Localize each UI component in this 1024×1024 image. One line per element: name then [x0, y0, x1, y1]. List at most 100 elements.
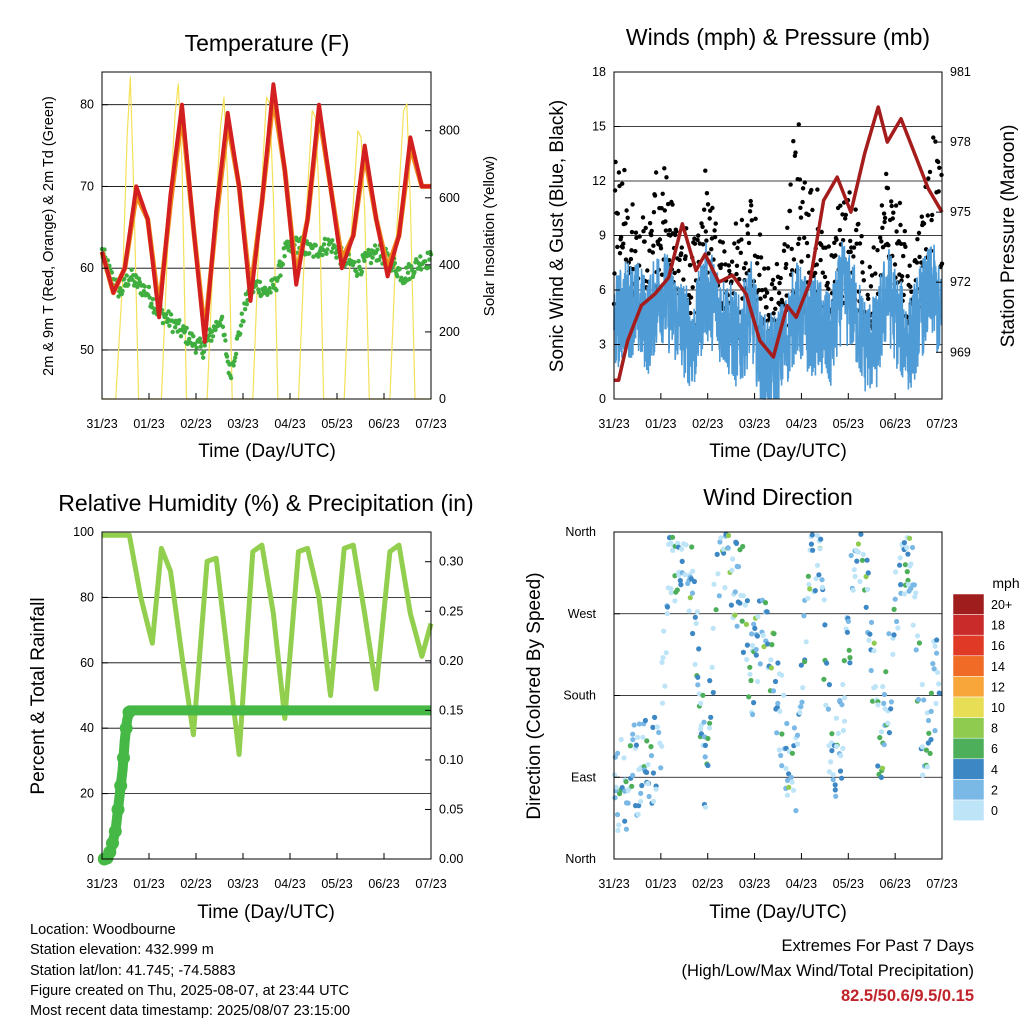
winds-left-axis: 0 3 6 9 12 15 18: [592, 65, 620, 406]
gust-point: [933, 139, 938, 144]
direction-point: [668, 586, 674, 592]
dewpoint-point: [193, 350, 198, 355]
gust-point: [758, 296, 763, 301]
gust-point: [664, 175, 669, 180]
pressure-right-axis: 969 972 975 978 981: [936, 65, 971, 359]
x-tick-label: 06/23: [880, 417, 911, 431]
direction-point: [814, 533, 821, 539]
dewpoint-point: [191, 334, 196, 339]
direction-point: [629, 783, 635, 789]
gust-point: [820, 270, 825, 275]
direction-point: [857, 578, 863, 585]
direction-point: [772, 678, 779, 685]
direction-point: [744, 598, 751, 604]
gust-point: [735, 245, 740, 251]
direction-point: [708, 714, 714, 720]
gust-point: [908, 284, 913, 289]
gust-point: [813, 270, 818, 276]
y-tick-label: 70: [80, 179, 94, 193]
direction-point: [722, 585, 728, 591]
dewpoint-point: [192, 342, 198, 347]
direction-point: [668, 590, 674, 596]
gust-point: [702, 207, 707, 212]
panel-humidity-precip: Relative Humidity (%) & Precipitation (i…: [28, 490, 474, 923]
direction-point: [706, 725, 713, 731]
direction-point: [710, 689, 716, 696]
direction-point: [721, 550, 727, 556]
y2-tick-label: 0.00: [439, 852, 463, 866]
x-tick-label: 02/23: [692, 417, 723, 431]
direction-point: [868, 619, 875, 626]
direction-point: [871, 648, 877, 654]
y2-tick-label: 600: [439, 191, 460, 205]
winds-x-axis: 31/23 01/23 02/23 03/23 04/23 05/23 06/23 07/23: [598, 393, 958, 431]
direction-point: [659, 700, 666, 706]
gust-point: [899, 278, 904, 283]
gust-point: [890, 216, 895, 221]
dewpoint-point: [209, 338, 214, 343]
gust-point: [869, 273, 875, 278]
direction-point: [870, 698, 876, 704]
gust-point: [662, 166, 667, 171]
direction-point: [749, 631, 755, 637]
dewpoint-point: [120, 288, 125, 294]
gust-point: [796, 122, 801, 127]
direction-point: [753, 652, 759, 658]
humidity-plot-frame: [101, 531, 432, 860]
gust-point: [916, 230, 922, 236]
direction-point: [816, 572, 822, 578]
direction-point: [668, 540, 674, 546]
colorbar-swatch: [952, 655, 985, 677]
direction-point: [648, 753, 655, 759]
direction-point: [651, 798, 657, 804]
dewpoint-point: [187, 336, 192, 342]
gust-point: [719, 262, 724, 267]
gust-point: [776, 290, 782, 296]
dewpoint-point: [198, 344, 203, 349]
direction-point: [805, 595, 811, 601]
temperature-left-axis: 50 60 70 80: [80, 98, 108, 357]
direction-point: [650, 770, 657, 776]
dewpoint-point: [268, 290, 273, 295]
gust-point: [688, 310, 693, 316]
direction-point: [746, 694, 752, 700]
direction-point: [921, 697, 927, 703]
direction-point: [661, 628, 667, 634]
gust-point: [762, 294, 768, 299]
gust-point: [663, 228, 669, 233]
direction-point: [913, 590, 919, 596]
direction-point: [833, 715, 840, 721]
x-tick-label: 07/23: [926, 877, 957, 891]
gust-point: [804, 240, 810, 246]
gust-point: [625, 215, 630, 220]
direction-point: [925, 717, 932, 724]
direction-point: [751, 621, 757, 627]
temperature-xlabel: Time (Day/UTC): [198, 441, 336, 462]
direction-point: [894, 618, 900, 625]
direction-point: [750, 711, 756, 718]
gust-point: [745, 231, 751, 236]
direction-point: [860, 551, 866, 558]
y-tick-label: 60: [80, 656, 94, 670]
direction-point: [747, 664, 753, 670]
x-tick-label: 03/23: [227, 877, 258, 891]
direction-point: [692, 614, 698, 620]
dewpoint-point: [140, 293, 145, 298]
gust-point: [848, 249, 853, 255]
direction-point: [841, 658, 847, 664]
gust-point: [802, 180, 807, 185]
direction-point: [789, 750, 796, 756]
direction-point: [679, 546, 685, 552]
gust-point: [722, 249, 727, 254]
direction-point: [672, 573, 678, 579]
direction-point: [924, 710, 930, 716]
colorbar-label: 18: [991, 619, 1005, 633]
dewpoint-point: [223, 338, 228, 343]
gust-point: [738, 250, 743, 255]
gust-point: [882, 219, 887, 225]
precip-point: [117, 751, 130, 765]
direction-point: [875, 702, 881, 708]
gust-point: [749, 218, 754, 223]
direction-point: [760, 632, 766, 638]
